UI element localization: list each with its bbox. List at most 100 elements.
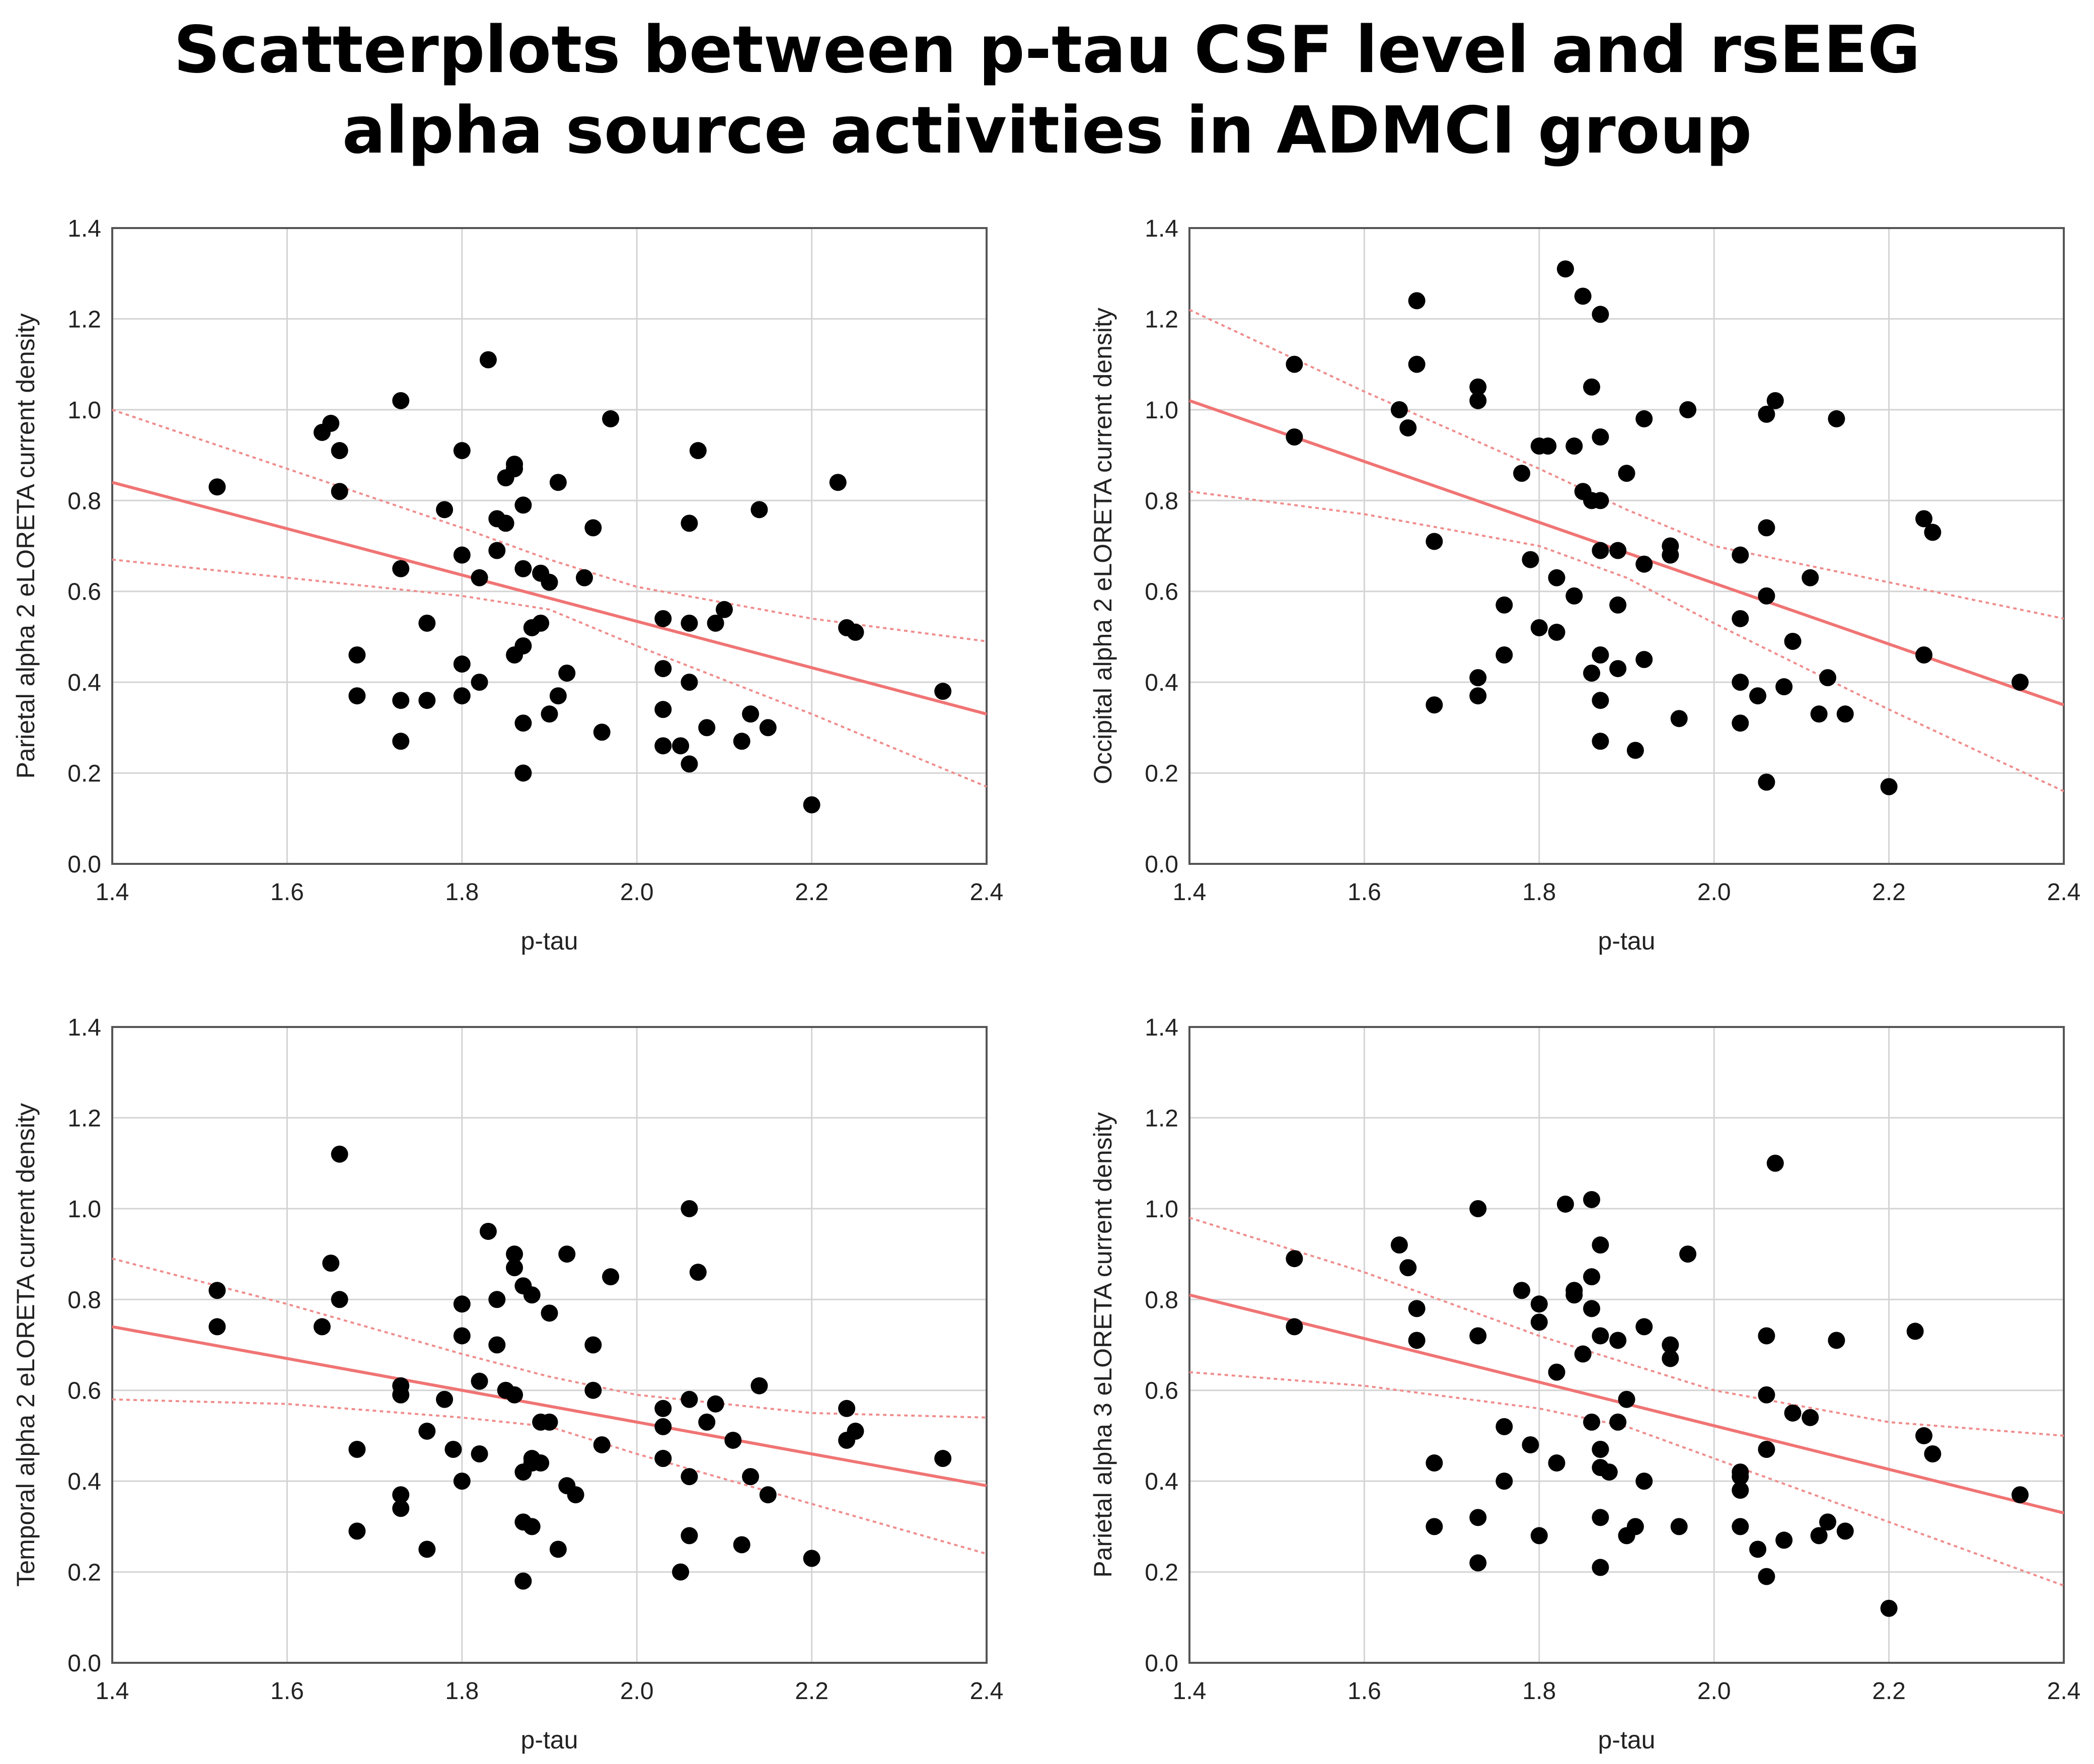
- data-point: [1469, 378, 1487, 396]
- data-point: [1408, 355, 1426, 373]
- data-point: [392, 560, 410, 577]
- data-point: [1924, 1445, 1941, 1463]
- data-point: [1399, 419, 1417, 436]
- data-point: [558, 665, 576, 682]
- data-point: [514, 1572, 532, 1590]
- data-point: [1286, 355, 1303, 373]
- data-point: [392, 1486, 410, 1504]
- y-axis-title: Parietal alpha 2 eLORETA current density: [12, 313, 40, 779]
- data-point: [681, 514, 698, 532]
- y-axis-title: Occipital alpha 2 eLORETA current densit…: [1089, 308, 1117, 784]
- data-point: [698, 1413, 716, 1431]
- regression-line: [1189, 399, 2064, 707]
- data-point: [1749, 1540, 1767, 1558]
- data-point: [313, 1318, 331, 1336]
- data-point: [1530, 1295, 1548, 1313]
- data-point: [1635, 555, 1653, 573]
- data-point: [1766, 1154, 1784, 1172]
- data-point: [488, 1291, 506, 1308]
- y-tick-label: 0.2: [1145, 1560, 1178, 1586]
- x-tick-label: 2.2: [795, 1678, 829, 1705]
- data-point: [1530, 1527, 1548, 1545]
- data-point: [479, 351, 497, 369]
- data-point: [331, 1291, 348, 1308]
- data-points: [1286, 1154, 2029, 1617]
- x-tick-label: 2.4: [2047, 1678, 2081, 1705]
- y-tick-label: 1.2: [67, 306, 101, 333]
- data-points: [208, 1145, 952, 1590]
- data-point: [1915, 510, 1933, 528]
- data-point: [1609, 1332, 1627, 1349]
- x-tick-label: 2.2: [1872, 879, 1906, 906]
- data-point: [1469, 687, 1487, 705]
- data-point: [1548, 623, 1565, 641]
- data-point: [1732, 1482, 1749, 1499]
- data-point: [1679, 1245, 1697, 1263]
- data-point: [689, 1264, 707, 1281]
- data-point: [567, 1486, 584, 1504]
- data-point: [1390, 401, 1408, 418]
- data-point: [1906, 1322, 1924, 1340]
- data-point: [523, 1518, 541, 1535]
- figure-title-line-2: alpha source activities in ADMCI group: [342, 93, 1752, 168]
- data-point: [392, 1386, 410, 1404]
- ci-upper-line: [112, 409, 987, 642]
- data-point: [1592, 1559, 1609, 1576]
- data-point: [1679, 401, 1697, 418]
- ci-lower-line: [112, 558, 987, 788]
- data-point: [506, 1245, 524, 1263]
- y-tick-label: 0.8: [67, 1287, 101, 1313]
- data-point: [1426, 1518, 1443, 1535]
- data-point: [1732, 1518, 1749, 1535]
- data-point: [1592, 1509, 1609, 1526]
- data-point: [1513, 465, 1531, 482]
- data-point: [532, 1454, 550, 1472]
- x-tick-label: 1.4: [96, 879, 129, 906]
- data-point: [1670, 710, 1688, 727]
- data-point: [471, 569, 488, 586]
- data-point: [654, 610, 672, 627]
- data-point: [733, 732, 751, 750]
- data-point: [1583, 1268, 1601, 1286]
- plot-frame: [111, 1026, 988, 1664]
- data-point: [1836, 1522, 1854, 1540]
- x-tick-label: 1.8: [1522, 1678, 1556, 1705]
- x-tick-label: 2.4: [970, 1678, 1004, 1705]
- y-tick-label: 1.4: [1145, 215, 1178, 242]
- data-point: [453, 1473, 471, 1490]
- data-point: [453, 687, 471, 705]
- y-tick-label: 0.0: [67, 1650, 101, 1677]
- data-point: [838, 1400, 856, 1417]
- data-point: [514, 496, 532, 514]
- data-point: [1732, 546, 1749, 564]
- data-point: [479, 1222, 497, 1240]
- data-point: [1662, 1350, 1679, 1367]
- data-point: [392, 732, 410, 750]
- y-tick-label: 1.4: [67, 215, 101, 242]
- y-tick-label: 1.2: [1145, 1105, 1178, 1132]
- data-point: [1565, 1282, 1583, 1299]
- y-tick-label: 0.4: [1145, 670, 1178, 696]
- data-point: [1758, 773, 1775, 791]
- data-point: [436, 501, 454, 519]
- data-point: [549, 1540, 567, 1558]
- data-point: [934, 683, 952, 700]
- chart-parietal-alpha3: 1.4 1.6 1.8 2.0 2.2 2.4 0.0 0.2 0.4 0.6 0.8 1.0 1.2 1…: [1089, 1014, 2080, 1754]
- data-point: [654, 1418, 672, 1435]
- data-point: [1732, 714, 1749, 732]
- data-point: [1784, 632, 1802, 650]
- y-tick-label: 0.0: [67, 851, 101, 878]
- ci-upper-line: [112, 1258, 987, 1419]
- data-point: [1609, 542, 1627, 559]
- data-point: [1583, 1191, 1601, 1208]
- data-point: [1662, 1336, 1679, 1354]
- data-point: [1635, 410, 1653, 427]
- data-point: [1600, 1463, 1618, 1481]
- x-axis-title: p-tau: [1598, 1726, 1656, 1754]
- y-tick-label: 0.8: [67, 488, 101, 514]
- data-point: [1592, 1236, 1609, 1254]
- data-point: [1408, 1332, 1426, 1349]
- data-point: [1469, 392, 1487, 409]
- y-tick-label: 1.0: [1145, 397, 1178, 424]
- data-point: [1609, 660, 1627, 678]
